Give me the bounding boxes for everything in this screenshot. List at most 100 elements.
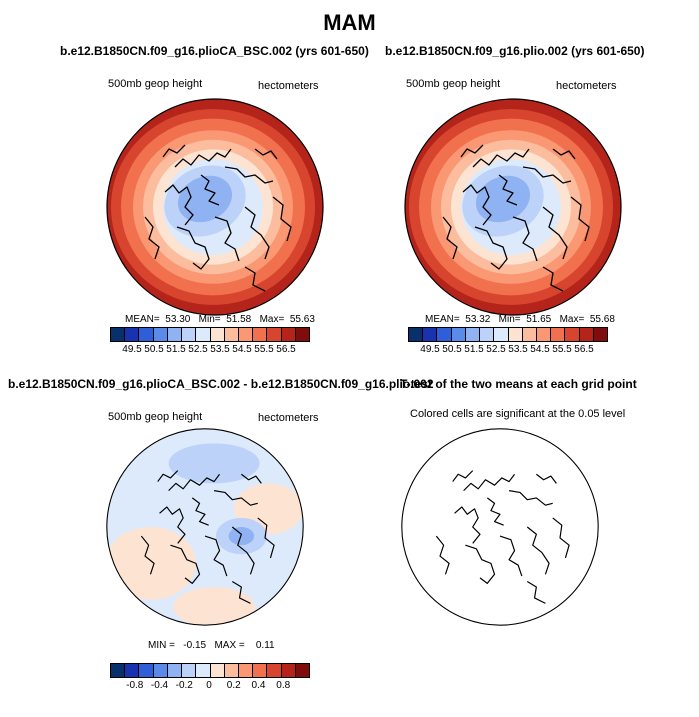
panel2-colorbar-tick-label: 56.5 (574, 344, 594, 355)
panel3-min-value: -0.15 (183, 640, 207, 651)
panel2-colorbar-swatch (508, 328, 523, 341)
panel3-colorbar-swatch (153, 664, 168, 677)
panel1-colorbar-swatch (196, 328, 211, 341)
panel3-colorbar-swatch (281, 664, 296, 677)
panel3-colorbar-tick-label: -0.2 (175, 680, 193, 691)
panel2-title: b.e12.B1850CN.f09_g16.plio.002 (yrs 601-… (385, 44, 645, 58)
panel1-colorbar-tick-label: 53.5 (210, 344, 230, 355)
panel3-colorbar-swatch (196, 664, 211, 677)
panel3-colorbar-tick-label: -0.4 (150, 680, 169, 691)
panel1-mean-label: MEAN= (125, 314, 160, 325)
panel3-max-value: 0.11 (255, 640, 275, 651)
panel3-colorbar-swatch (167, 664, 183, 677)
panel2-polar-map (404, 98, 622, 316)
panel2-colorbar-swatch (423, 328, 438, 341)
panel1-colorbar-swatch (153, 328, 168, 341)
panel2-colorbar-swatch (480, 328, 495, 341)
panel2-colorbar-swatch (465, 328, 481, 341)
panel3-colorbar-swatch (139, 664, 154, 677)
panel1-variable-label: 500mb geop height (108, 78, 203, 90)
panel1-colorbar-swatch (281, 328, 296, 341)
panel1-units-label: hectometers (258, 80, 319, 92)
panel1-min-value: 51.58 (226, 314, 252, 325)
panel1-colorbar-tick-label: 51.5 (166, 344, 186, 355)
panel2-colorbar-swatch (409, 328, 424, 341)
panel2-min-value: 51.65 (526, 314, 552, 325)
panel2-colorbar-swatch (522, 328, 537, 341)
panel3-units-label: hectometers (258, 412, 319, 424)
panel3-colorbar-swatch (267, 664, 282, 677)
panel2-colorbar-swatch (437, 328, 452, 341)
panel3-colorbar-tick-label: 0.2 (226, 680, 241, 691)
panel3-colorbar-tick-label: 0.8 (276, 680, 291, 691)
panel2-colorbar-tick-label: 50.5 (442, 344, 462, 355)
panel3-polar-map (106, 428, 304, 626)
panel4-title: T-test of the two means at each grid poi… (400, 377, 637, 391)
panel3-colorbar-swatch (224, 664, 239, 677)
panel3-variable-label: 500mb geop height (108, 411, 203, 423)
panel1-colorbar-swatch (238, 328, 254, 341)
panel1-mean-value: 53.30 (165, 314, 191, 325)
panel3-colorbar-tick-label: 0 (206, 680, 212, 691)
panel2-colorbar-tick-label: 52.5 (486, 344, 506, 355)
panel3-colorbar (110, 663, 310, 678)
panel3-max-label: MAX = (214, 640, 245, 651)
panel1-colorbar-tick-label: 50.5 (144, 344, 164, 355)
panel3-title: b.e12.B1850CN.f09_g16.plioCA_BSC.002 - b… (8, 377, 434, 391)
panel1-colorbar-swatch (167, 328, 183, 341)
panel2-colorbar-swatch (451, 328, 466, 341)
panel3-colorbar-swatch (125, 664, 140, 677)
panel1-colorbar-swatch (295, 328, 310, 341)
panel4-significance-note: Colored cells are significant at the 0.0… (410, 408, 626, 420)
panel1-title: b.e12.B1850CN.f09_g16.plioCA_BSC.002 (yr… (60, 44, 369, 58)
panel2-colorbar-swatch (565, 328, 580, 341)
panel1-colorbar-tick-label: 55.5 (254, 344, 274, 355)
panel1-polar-map (106, 98, 324, 316)
panel2-variable-label: 500mb geop height (406, 78, 501, 90)
panel3-colorbar-tick-label: -0.8 (126, 680, 144, 691)
panel1-colorbar-swatch (182, 328, 197, 341)
panel1-colorbar-swatch (111, 328, 126, 341)
panel1-colorbar-swatch (125, 328, 140, 341)
panel2-colorbar-swatch (593, 328, 608, 341)
panel1-colorbar-tick-label: 54.5 (232, 344, 252, 355)
panel2-colorbar-swatch (494, 328, 509, 341)
panel1-colorbar-tick-label: 49.5 (122, 344, 142, 355)
panel3-stats: MIN = -0.15 MAX = 0.11 (148, 640, 275, 651)
panel2-colorbar-tick-label: 51.5 (464, 344, 484, 355)
panel1-colorbar-swatch (224, 328, 239, 341)
panel3-colorbar-swatch (182, 664, 197, 677)
panel3-colorbar-swatch (253, 664, 268, 677)
panel2-stats: MEAN= 53.32 Min= 51.65 Max= 55.68 (425, 314, 615, 325)
panel2-mean-label: MEAN= (425, 314, 460, 325)
panel3-colorbar-swatch (210, 664, 225, 677)
panel3-min-label: MIN = (148, 640, 175, 651)
panel3-colorbar-swatch (295, 664, 310, 677)
panel1-max-value: 55.63 (289, 314, 315, 325)
panel1-colorbar-swatch (253, 328, 268, 341)
main-title: MAM (323, 10, 376, 35)
panel2-colorbar-swatch (579, 328, 594, 341)
panel2-min-label: Min= (498, 314, 521, 325)
panel2-mean-value: 53.32 (465, 314, 491, 325)
panel4-polar-map (401, 428, 599, 626)
panel1-colorbar-swatch (139, 328, 154, 341)
panel2-max-label: Max= (559, 314, 585, 325)
panel1-colorbar-swatch (210, 328, 225, 341)
panel2-colorbar-tick-label: 54.5 (530, 344, 550, 355)
panel2-colorbar-swatch (536, 328, 552, 341)
panel2-units-label: hectometers (556, 80, 617, 92)
panel1-max-label: Max= (259, 314, 285, 325)
panel1-colorbar-tick-label: 56.5 (276, 344, 296, 355)
panel2-colorbar (408, 327, 608, 342)
panel1-colorbar-tick-label: 52.5 (188, 344, 208, 355)
panel2-colorbar-swatch (551, 328, 566, 341)
panel1-min-label: Min= (198, 314, 221, 325)
panel3-colorbar-swatch (111, 664, 126, 677)
panel2-colorbar-tick-label: 53.5 (508, 344, 528, 355)
panel1-colorbar (110, 327, 310, 342)
panel1-stats: MEAN= 53.30 Min= 51.58 Max= 55.63 (125, 314, 315, 325)
panel2-colorbar-tick-label: 49.5 (420, 344, 440, 355)
panel3-colorbar-tick-label: 0.4 (251, 680, 266, 691)
panel2-max-value: 55.68 (589, 314, 615, 325)
